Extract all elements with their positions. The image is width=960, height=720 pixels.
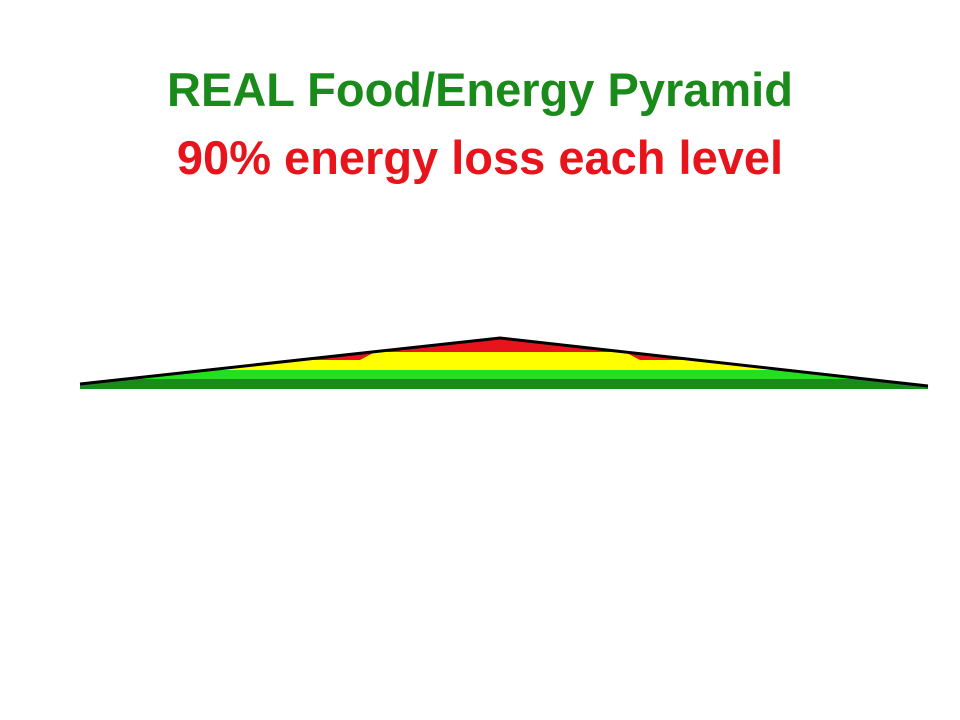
subtitle: 90% energy loss each level [176, 131, 784, 184]
level-base [80, 379, 928, 389]
title: REAL Food/Energy Pyramid [167, 63, 793, 116]
pyramid-outline [79, 336, 929, 388]
level-second [80, 370, 928, 380]
